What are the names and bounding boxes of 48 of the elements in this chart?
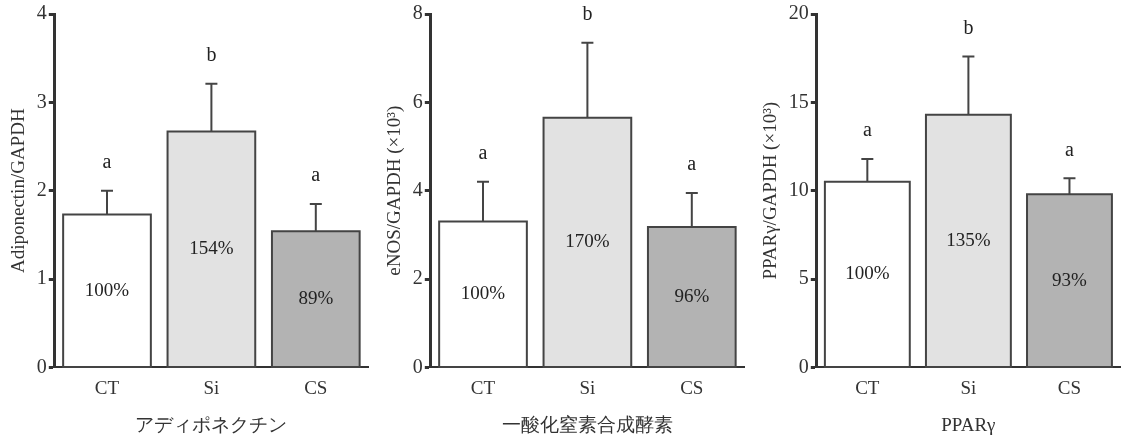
y-axis-title: eNOS/GAPDH (×10³)	[383, 105, 406, 276]
y-axis-title: Adiponectin/GAPDH	[7, 108, 29, 274]
y-tick-label: 2	[36, 177, 47, 200]
annotation: 100%	[460, 282, 506, 304]
x-tick-label: Si	[960, 376, 977, 398]
x-tick-label: CS	[1057, 376, 1082, 398]
x-axis-title: 一酸化窒素合成酵素	[501, 413, 673, 435]
annotation: a	[478, 141, 488, 164]
x-tick-label: CT	[470, 376, 496, 398]
y-tick-label: 4	[412, 177, 423, 200]
x-tick-label: CS	[304, 376, 328, 398]
annotation: b	[206, 43, 217, 66]
annotation: 93%	[1052, 268, 1088, 290]
y-tick-label: 15	[788, 89, 809, 112]
y-tick-label: 6	[412, 89, 423, 112]
annotation: 100%	[84, 278, 130, 300]
annotation: a	[862, 118, 872, 141]
y-tick-label: 10	[788, 177, 809, 200]
annotation: a	[102, 149, 112, 172]
annotation: a	[687, 152, 697, 175]
annotation: 96%	[674, 284, 710, 306]
y-tick-label: 3	[36, 89, 47, 112]
y-tick-label: 0	[798, 354, 809, 377]
annotation: b	[963, 15, 974, 38]
x-axis-title: PPARγ	[941, 413, 996, 435]
y-axis-title: PPARγ/GAPDH (×10³)	[759, 101, 782, 280]
annotation: 135%	[946, 228, 991, 250]
annotation: b	[582, 1, 593, 24]
y-tick-label: 0	[412, 354, 423, 377]
x-tick-label: CS	[680, 376, 704, 398]
y-tick-label: 20	[788, 1, 809, 24]
x-tick-label: Si	[579, 376, 596, 398]
y-tick-label: 1	[36, 266, 47, 289]
annotation: 89%	[298, 287, 334, 309]
y-tick-label: 2	[412, 266, 423, 289]
y-tick-label: 4	[36, 1, 47, 24]
y-tick-label: 0	[36, 354, 47, 377]
x-tick-label: CT	[94, 376, 120, 398]
y-tick-label: 5	[798, 266, 809, 289]
annotation: 154%	[189, 237, 234, 259]
annotation: 170%	[565, 230, 610, 252]
annotation: a	[1065, 137, 1075, 160]
annotation: a	[311, 163, 321, 186]
annotation: 100%	[845, 262, 890, 284]
x-tick-label: CT	[855, 376, 880, 398]
y-tick-label: 8	[412, 1, 423, 24]
x-tick-label: Si	[203, 376, 220, 398]
x-axis-title: アディポネクチン	[135, 413, 288, 435]
